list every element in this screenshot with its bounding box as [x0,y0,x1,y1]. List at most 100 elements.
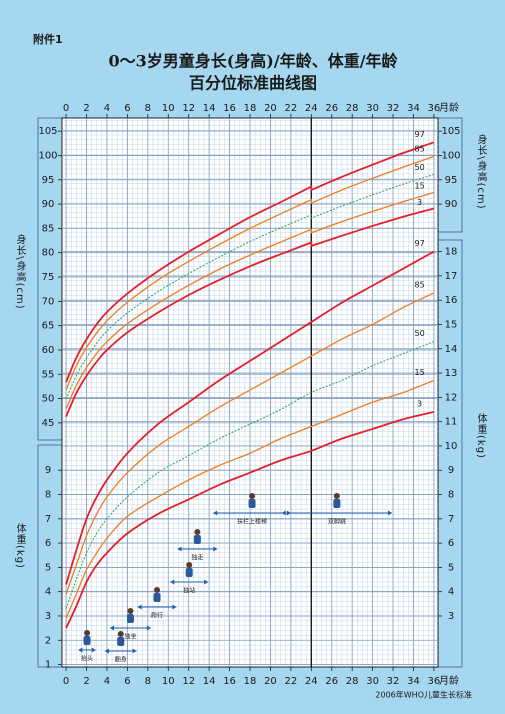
y-tick-label: 2 [45,635,51,646]
arrow-head [78,647,96,653]
milestone-label: 翻身 [115,656,127,664]
percentile-curve [65,341,435,609]
milestone: 独站 [170,562,209,595]
x-tick-label: 30 [366,103,379,114]
x-tick-label: 2 [83,103,89,114]
series-label: 50 [415,329,425,338]
percentile-curve [65,141,435,383]
y-tick-label: 60 [42,345,55,356]
milestone-icon [248,499,256,508]
y2-tick-label: 6 [448,538,454,549]
title: 百分位标准曲线图 [189,74,317,93]
milestone-icon [126,614,134,623]
y-tick-label: 5 [45,562,51,573]
x-tick-label: 10 [162,676,175,687]
x-tick-label: 2 [83,676,89,687]
x-tick-label: 36 [428,676,441,687]
x-tick-label: 36 [428,103,441,114]
y-tick-label: 80 [42,248,55,259]
y2-tick-label: 3 [448,611,454,622]
milestone-icon [194,529,201,535]
y2-tick-label: 105 [441,126,460,137]
y-tick-label: 9 [45,465,51,476]
x-tick-label: 8 [145,103,151,114]
x-tick-label: 6 [124,103,130,114]
milestone-label: 爬行 [151,612,163,620]
x-tick-label: 4 [104,103,110,114]
y-axis-title: 体重(kg) [14,523,26,569]
x-tick-label: 16 [223,676,236,687]
y2-tick-label: 14 [445,344,458,355]
series-label: 50 [415,163,425,172]
x-tick-label: 18 [244,676,257,687]
percentile-curve [65,411,435,629]
arrow-head [177,546,218,552]
milestone-icon [185,568,193,577]
milestone: 爬行 [137,587,177,620]
footer: 2006年WHO儿童生长标准 [375,690,472,700]
percentile-curve [65,207,435,417]
y-tick-label: 4 [45,587,51,598]
y-tick-label: 8 [45,490,51,501]
percentile-curve [65,173,435,400]
x-tick-label: 28 [346,676,359,687]
milestone: 双脚跳 [281,493,393,526]
y-tick-label: 65 [42,321,55,332]
y2-tick-label: 8 [448,490,454,501]
series-label: 3 [417,198,422,207]
milestone: 独走 [177,529,218,562]
y-tick-label: 90 [42,199,55,210]
y2-tick-label: 16 [445,295,458,306]
x-tick-label: 10 [162,103,175,114]
y2-tick-label: 12 [445,392,458,403]
milestone-icon [83,636,91,645]
y2-tick-label: 4 [448,587,454,598]
milestone-icon [249,493,256,499]
y2-tick-label: 90 [445,199,458,210]
x-axis-title: 月龄 [439,101,459,114]
x-tick-label: 32 [387,103,400,114]
y2-tick-label: 95 [445,175,458,186]
y2-tick-label: 100 [441,150,460,161]
milestone-icon [117,637,125,646]
milestone-label: 独坐 [124,633,136,641]
y-tick-label: 7 [45,514,51,525]
x-tick-label: 12 [182,676,195,687]
x-axis-title: 月龄 [439,674,459,687]
x-tick-label: 14 [203,103,216,114]
x-tick-label: 32 [387,676,400,687]
y-tick-label: 100 [38,150,57,161]
header: 附件1 [33,32,63,46]
percentile-curve [65,379,435,619]
milestone-icon [333,493,340,499]
y2-tick-label: 18 [445,247,458,258]
y-tick-label: 105 [38,126,57,137]
percentile-curve [65,155,435,391]
series-label: 97 [415,239,425,248]
series-label: 15 [415,181,425,190]
y-tick-label: 45 [42,418,55,429]
x-tick-label: 28 [346,103,359,114]
x-tick-label: 14 [203,676,216,687]
x-tick-label: 30 [366,676,379,687]
y2-tick-label: 10 [445,441,458,452]
x-tick-label: 18 [244,103,257,114]
y2-tick-label: 7 [448,514,454,525]
y2-axis-title: 体重(kg) [475,413,487,459]
x-tick-label: 34 [407,103,420,114]
milestone-icon [117,631,124,637]
y2-tick-label: 17 [445,271,458,282]
milestone-icon [333,499,341,508]
milestone-label: 独走 [191,554,203,562]
y-tick-label: 75 [42,272,55,283]
x-tick-label: 0 [63,676,69,687]
percentile-curve [65,250,435,585]
arrow-head [137,604,177,610]
y-tick-label: 95 [42,175,55,186]
x-tick-label: 8 [145,676,151,687]
x-tick-label: 12 [182,103,195,114]
milestone: 扶栏上楼梯 [213,493,291,526]
x-tick-label: 20 [264,103,277,114]
